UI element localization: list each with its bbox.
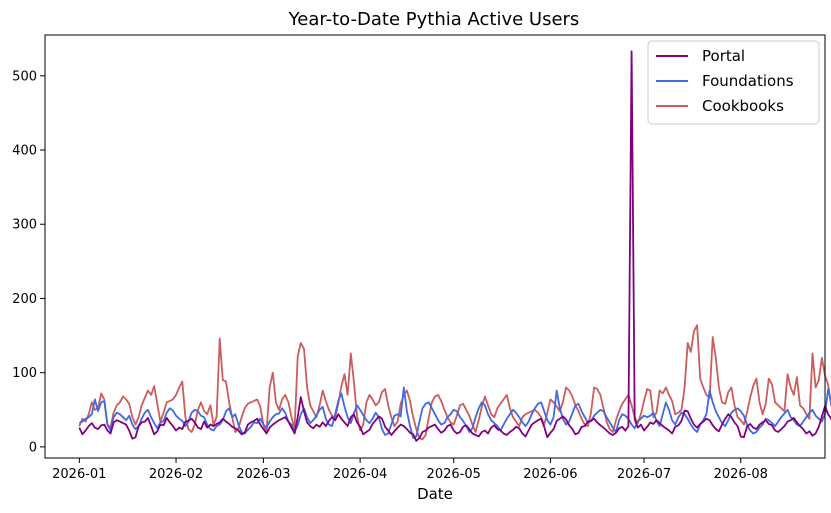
series-layer [78, 50, 831, 442]
x-tick-label: 2026-01 [52, 467, 106, 482]
legend-label-cookbooks: Cookbooks [702, 97, 784, 115]
legend-box [647, 40, 820, 125]
x-axis-title: Date [417, 485, 453, 503]
series-line-cookbooks [78, 324, 831, 441]
y-tick-label: 0 [29, 440, 37, 455]
x-tick-label: 2026-07 [617, 467, 671, 482]
x-tick-label: 2026-04 [333, 467, 387, 482]
series-line-portal [78, 50, 831, 442]
y-tick-label: 200 [12, 292, 37, 307]
x-tick-label: 2026-06 [523, 467, 577, 482]
x-tick-label: 2026-03 [236, 467, 290, 482]
y-axis: 0 100 200 300 400 500 [12, 69, 45, 455]
y-tick-label: 300 [12, 218, 37, 233]
x-tick-label: 2026-02 [149, 467, 203, 482]
series-line-foundations [78, 386, 831, 439]
x-tick-label: 2026-05 [427, 467, 481, 482]
legend-label-portal: Portal [702, 47, 745, 65]
legend-label-foundations: Foundations [702, 72, 794, 90]
x-axis: 2026-01 2026-02 2026-03 2026-04 2026-05 2026-… [52, 458, 768, 482]
y-tick-label: 100 [12, 366, 37, 381]
x-tick-label: 2026-08 [714, 467, 768, 482]
y-tick-label: 500 [12, 69, 37, 84]
chart-title: Year-to-Date Pythia Active Users [288, 9, 580, 30]
y-tick-label: 400 [12, 144, 37, 159]
plot-frame [44, 34, 826, 459]
legend: Portal Foundations Cookbooks [647, 40, 820, 125]
